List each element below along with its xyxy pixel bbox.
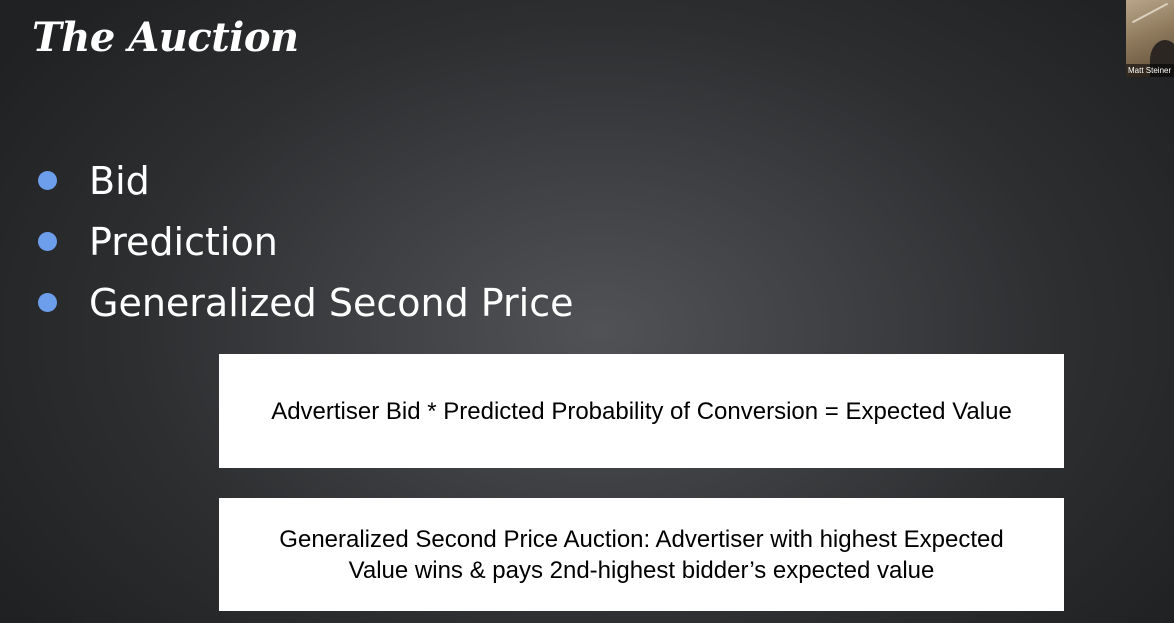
- bullet-list: Bid Prediction Generalized Second Price: [38, 150, 573, 333]
- bullet-dot-icon: [38, 293, 57, 312]
- bullet-item-prediction: Prediction: [38, 211, 573, 272]
- bullet-text: Bid: [89, 158, 150, 203]
- bullet-dot-icon: [38, 171, 57, 190]
- expected-value-formula-box: Advertiser Bid * Predicted Probability o…: [219, 354, 1064, 468]
- participant-name-label: Matt Steiner: [1126, 64, 1174, 77]
- bullet-text: Generalized Second Price: [89, 280, 574, 325]
- bullet-text: Prediction: [89, 219, 278, 264]
- participant-video-tile[interactable]: Matt Steiner: [1126, 0, 1174, 77]
- bullet-item-bid: Bid: [38, 150, 573, 211]
- video-background-line: [1131, 2, 1169, 24]
- slide-title: The Auction: [32, 14, 299, 61]
- second-price-auction-text: Generalized Second Price Auction: Advert…: [279, 525, 1004, 584]
- bullet-item-generalized-second-price: Generalized Second Price: [38, 272, 573, 333]
- bullet-dot-icon: [38, 232, 57, 251]
- second-price-auction-box: Generalized Second Price Auction: Advert…: [219, 498, 1064, 611]
- expected-value-formula-text: Advertiser Bid * Predicted Probability o…: [271, 397, 1012, 425]
